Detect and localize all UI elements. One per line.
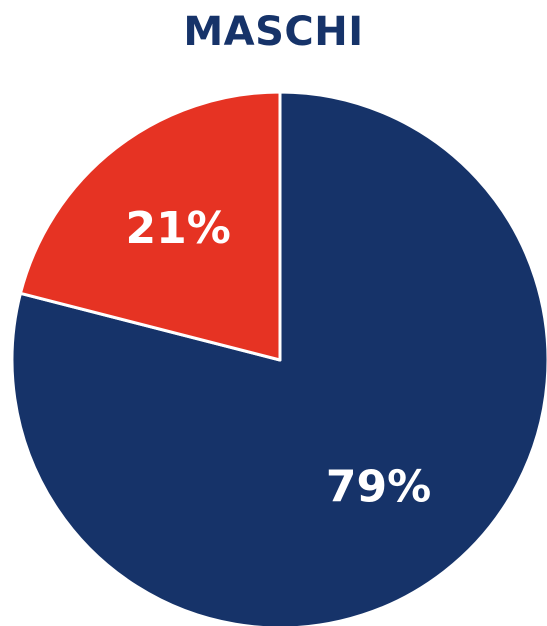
pie-slice-0 <box>10 90 547 626</box>
pie-slice-label-0: 79% <box>326 462 431 513</box>
pie-labels: 79% 21% <box>125 203 431 512</box>
pie-slice-1 <box>18 90 282 362</box>
pie-slice-label-1: 21% <box>125 203 230 254</box>
pie-slices <box>10 90 547 626</box>
chart-title: MASCHI <box>183 9 364 55</box>
